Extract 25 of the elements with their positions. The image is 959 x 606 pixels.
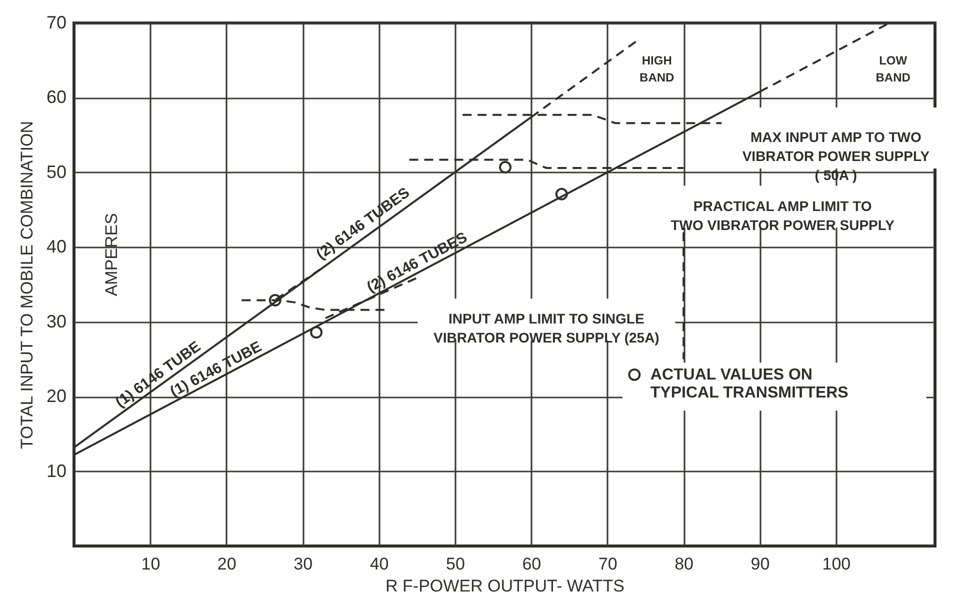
annotation: INPUT AMP LIMIT TO SINGLE VIBRATOR POWER SUPPLY (25A) [433,310,660,346]
y-tick-label: 10 [46,460,66,481]
x-tick-label: 40 [370,554,389,574]
x-tick-label: 30 [294,554,313,574]
y-tick-label: 20 [46,386,66,406]
y-tick-label: 60 [46,87,66,108]
x-tick-label: 50 [446,554,465,574]
x-tick-label: 80 [674,554,694,574]
x-tick-label: 70 [598,554,618,574]
annotation: HIGH BAND [640,53,675,84]
x-tick-label: 90 [750,554,770,574]
annotation: AMPERES [102,213,122,296]
x-tick-label: 100 [822,554,851,574]
y-tick-label: 50 [46,162,66,182]
annotation: LOW BAND [876,53,911,84]
legend-label: ACTUAL VALUES ON TYPICAL TRANSMITTERS [650,366,849,402]
y-tick-label: 40 [46,236,66,257]
x-tick-label: 20 [217,554,236,574]
annotation: PRACTICAL AMP LIMIT TO TWO VIBRATOR POWER SUPPLY [670,198,896,233]
y-tick-label: 70 [46,12,66,32]
x-tick-label: 10 [141,554,160,574]
y-axis-title: TOTAL INPUT TO MOBILE COMBINATION [17,120,36,450]
y-tick-label: 30 [46,311,66,332]
x-tick-label: 60 [522,554,542,574]
x-axis-title: R F-POWER OUTPUT- WATTS [386,576,624,596]
